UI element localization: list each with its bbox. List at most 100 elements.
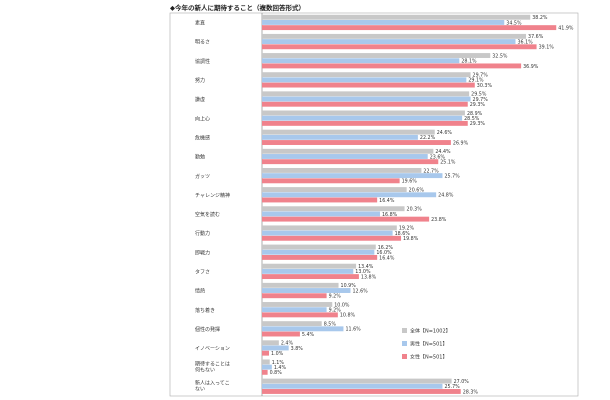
data-label: 19.8% <box>403 236 419 242</box>
category-label: 期待することは何もない <box>195 360 230 373</box>
bar <box>262 216 430 222</box>
bar <box>262 326 344 332</box>
bar <box>262 167 422 173</box>
legend-label: 全体【N=1002】 <box>410 328 451 335</box>
data-label: 41.9% <box>558 25 574 31</box>
data-label: 24.8% <box>438 193 454 199</box>
category-label: 向上心 <box>195 115 210 122</box>
data-label: 28.5% <box>464 116 480 122</box>
legend-label: 男性【N=501】 <box>410 341 447 348</box>
data-label: 38.2% <box>532 15 548 21</box>
data-label: 37.6% <box>528 34 544 40</box>
data-label: 16.4% <box>379 198 395 204</box>
category-label: 新人は入ってこない <box>195 380 230 393</box>
bar <box>262 115 463 121</box>
bar <box>262 25 557 31</box>
category-label: 個性の発揮 <box>195 326 220 333</box>
bar <box>262 321 322 327</box>
data-label: 27.0% <box>454 379 470 385</box>
data-label: 30.3% <box>477 83 493 89</box>
bar <box>262 235 402 241</box>
bar <box>262 254 378 260</box>
bar <box>262 159 439 165</box>
bar <box>262 39 516 45</box>
data-label: 28.1% <box>461 59 477 65</box>
data-label: 28.3% <box>463 389 479 395</box>
bar <box>262 249 375 255</box>
data-label: 20.3% <box>407 207 423 213</box>
data-label: 34.5% <box>506 20 522 26</box>
bar <box>262 307 327 313</box>
data-label: 24.4% <box>435 149 451 155</box>
bar <box>262 359 270 365</box>
chart-title: ◆今年の新人に期待すること（複数回答形式） <box>170 4 305 12</box>
bar <box>262 192 437 198</box>
bar <box>262 178 400 184</box>
bar <box>262 129 435 135</box>
data-label: 0.8% <box>270 370 283 376</box>
bar <box>262 63 522 69</box>
bar <box>262 282 339 288</box>
data-label: 25.7% <box>444 384 460 390</box>
bar <box>262 19 505 25</box>
data-label: 16.2% <box>378 245 394 251</box>
data-label: 2.4% <box>281 341 294 347</box>
category-label: ガッツ <box>195 173 210 180</box>
data-label: 24.6% <box>437 130 453 136</box>
data-label: 5.4% <box>302 332 315 338</box>
data-label: 19.2% <box>399 226 415 232</box>
data-label: 13.8% <box>361 274 377 280</box>
data-label: 29.3% <box>470 121 486 127</box>
data-label: 11.6% <box>345 327 361 333</box>
bar <box>262 378 452 384</box>
data-label: 25.7% <box>444 173 460 179</box>
data-label: 29.7% <box>473 97 489 103</box>
data-label: 13.0% <box>355 269 371 275</box>
legend-swatch <box>402 328 407 333</box>
bar <box>262 96 471 102</box>
bar <box>262 331 300 337</box>
bar <box>262 44 537 50</box>
bar <box>262 288 351 293</box>
bar <box>262 101 468 107</box>
data-label: 29.7% <box>473 73 489 79</box>
data-label: 28.9% <box>467 111 483 117</box>
data-label: 29.5% <box>471 92 487 98</box>
data-label: 26.9% <box>453 140 469 146</box>
data-label: 36.9% <box>523 64 539 70</box>
bar <box>262 120 468 126</box>
category-label: 協調性 <box>195 58 210 65</box>
data-label: 25.1% <box>440 160 456 166</box>
bar <box>262 77 467 83</box>
category-label: 勤勉 <box>195 154 205 161</box>
data-label: 3.8% <box>291 346 304 352</box>
bar <box>262 134 418 140</box>
bar <box>262 225 397 231</box>
bar <box>262 187 407 193</box>
bar <box>262 154 428 159</box>
data-label: 10.8% <box>340 313 356 319</box>
bar <box>262 110 465 116</box>
data-label: 10.9% <box>341 283 357 289</box>
bar <box>262 302 333 307</box>
category-label: 落ち着き <box>195 307 215 314</box>
data-label: 12.6% <box>352 288 368 294</box>
bar <box>262 211 380 217</box>
data-label: 23.8% <box>431 217 447 223</box>
data-label: 1.0% <box>271 351 284 357</box>
bar <box>262 340 279 346</box>
data-label: 1.1% <box>272 360 285 366</box>
bar <box>262 383 443 389</box>
bar <box>262 82 475 88</box>
bar <box>262 148 434 154</box>
bar <box>262 244 376 250</box>
bar <box>262 389 461 394</box>
data-label: 8.5% <box>324 321 337 327</box>
bar <box>262 369 268 375</box>
category-label: 行動力 <box>195 230 210 237</box>
legend-label: 女性【N=501】 <box>410 354 447 361</box>
category-label: 素直 <box>195 20 205 27</box>
data-label: 29.1% <box>468 78 484 84</box>
plot-frame <box>169 12 579 397</box>
